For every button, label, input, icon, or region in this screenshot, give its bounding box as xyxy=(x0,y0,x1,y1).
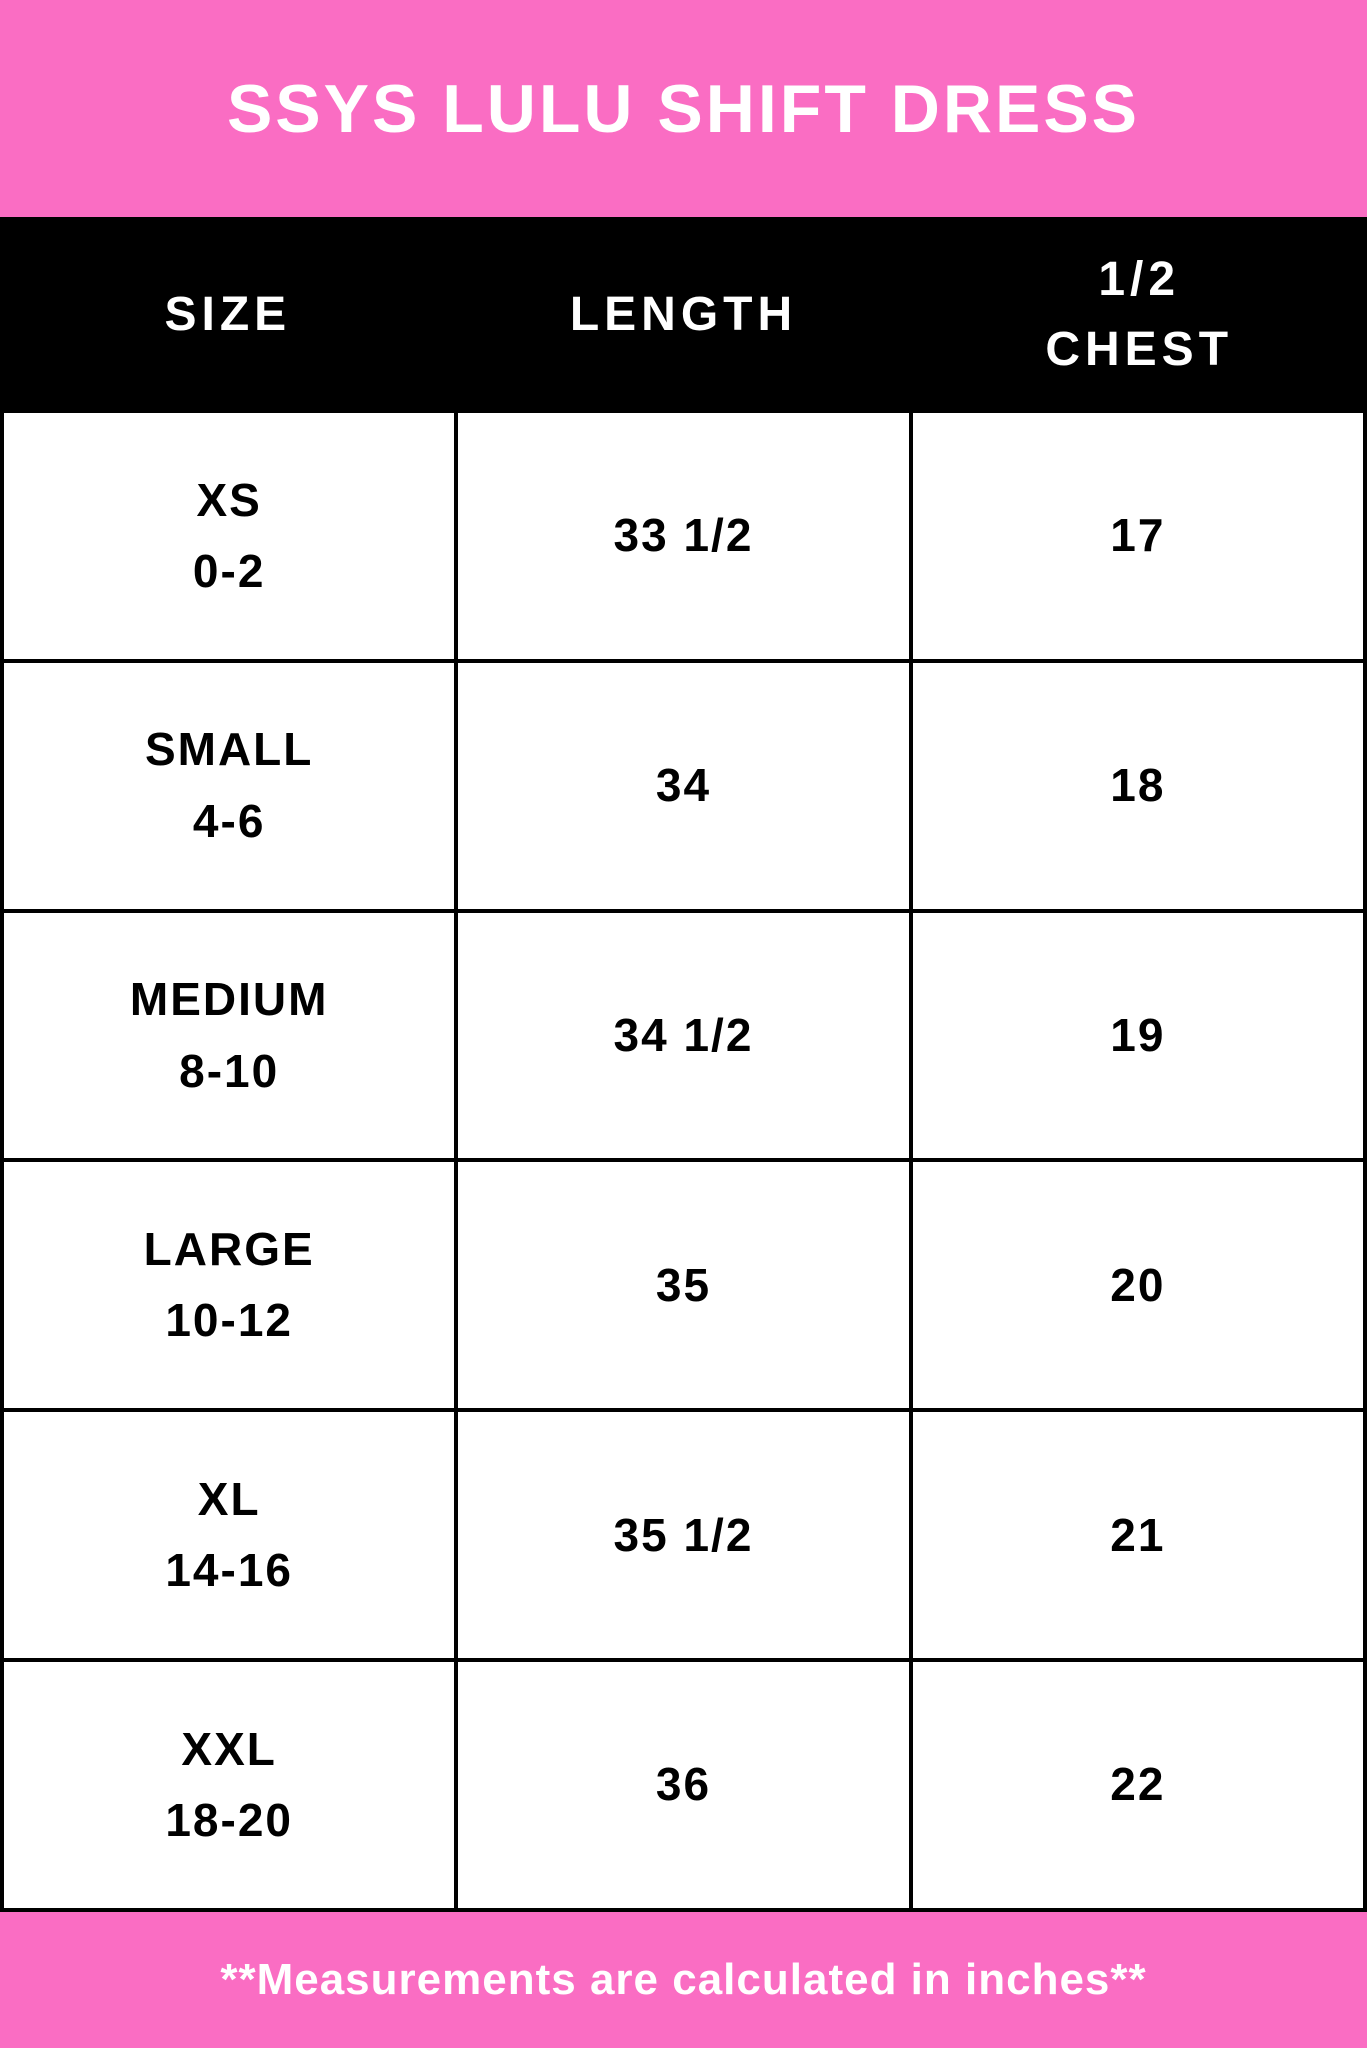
size-name: SMALL xyxy=(144,723,314,776)
size-cell: LARGE 10-12 xyxy=(4,1162,454,1408)
column-header-half-chest-line1: 1/2 xyxy=(1098,253,1181,307)
size-name: XS xyxy=(196,473,262,526)
column-header-half-chest-line2: CHEST xyxy=(1045,323,1234,376)
table-header-row: SIZE LENGTH 1/2 CHEST xyxy=(0,217,1367,413)
length-cell: 34 xyxy=(454,662,908,909)
size-range: 4-6 xyxy=(192,794,266,847)
column-header-size-label: SIZE xyxy=(164,288,292,342)
length-value: 33 1/2 xyxy=(613,509,754,562)
length-value: 34 xyxy=(655,759,712,812)
table-row-medium: MEDIUM 8-10 34 1/2 19 xyxy=(4,912,1363,1163)
table-row-large: LARGE 10-12 35 20 xyxy=(4,1162,1363,1413)
size-name: LARGE xyxy=(143,1223,315,1276)
size-cell: XL 14-16 xyxy=(4,1412,454,1658)
table-row-small: SMALL 4-6 34 18 xyxy=(4,662,1363,913)
length-value: 35 xyxy=(655,1258,712,1311)
length-cell: 33 1/2 xyxy=(454,413,908,659)
length-cell: 36 xyxy=(454,1662,908,1908)
measurements-note: **Measurements are calculated in inches*… xyxy=(220,1955,1147,2004)
size-range: 0-2 xyxy=(192,544,266,597)
length-cell: 34 1/2 xyxy=(454,912,908,1159)
size-name: MEDIUM xyxy=(129,973,329,1026)
half-chest-cell: 18 xyxy=(908,662,1363,909)
half-chest-cell: 17 xyxy=(908,413,1363,659)
half-chest-value: 22 xyxy=(1110,1758,1166,1811)
size-cell: XXL 18-20 xyxy=(4,1662,454,1908)
column-header-size: SIZE xyxy=(0,217,456,413)
column-header-length-label: LENGTH xyxy=(569,288,798,342)
length-cell: 35 xyxy=(454,1162,908,1409)
table-row-xs: XS 0-2 33 1/2 17 xyxy=(4,413,1363,663)
half-chest-value: 20 xyxy=(1110,1258,1166,1311)
length-cell: 35 1/2 xyxy=(454,1412,908,1659)
half-chest-value: 21 xyxy=(1110,1508,1166,1561)
size-cell: XS 0-2 xyxy=(4,413,454,659)
table-body: XS 0-2 33 1/2 17 SMALL 4-6 34 18 xyxy=(0,413,1367,1912)
column-header-length: LENGTH xyxy=(456,217,912,413)
half-chest-cell: 19 xyxy=(908,912,1363,1159)
half-chest-value: 17 xyxy=(1110,509,1166,562)
size-range: 18-20 xyxy=(165,1794,293,1847)
page-title: SSYS LULU SHIFT DRESS xyxy=(226,70,1141,147)
size-name: XXL xyxy=(181,1722,277,1775)
half-chest-value: 19 xyxy=(1110,1008,1166,1061)
length-value: 34 1/2 xyxy=(613,1008,754,1061)
table-row-xl: XL 14-16 35 1/2 21 xyxy=(4,1412,1363,1663)
half-chest-value: 18 xyxy=(1110,759,1166,812)
half-chest-cell: 22 xyxy=(908,1662,1363,1908)
size-range: 14-16 xyxy=(165,1544,293,1597)
size-cell: MEDIUM 8-10 xyxy=(4,913,454,1159)
title-banner: SSYS LULU SHIFT DRESS xyxy=(0,0,1367,217)
size-cell: SMALL 4-6 xyxy=(4,663,454,909)
column-header-half-chest: 1/2 CHEST xyxy=(911,217,1367,413)
half-chest-cell: 21 xyxy=(908,1412,1363,1659)
length-value: 35 1/2 xyxy=(613,1508,754,1561)
footer-banner: **Measurements are calculated in inches*… xyxy=(0,1912,1367,2048)
size-range: 10-12 xyxy=(165,1294,293,1347)
length-value: 36 xyxy=(655,1758,712,1811)
half-chest-cell: 20 xyxy=(908,1162,1363,1409)
size-name: XL xyxy=(197,1472,261,1525)
table-row-xxl: XXL 18-20 36 22 xyxy=(4,1662,1363,1912)
size-range: 8-10 xyxy=(179,1044,280,1097)
